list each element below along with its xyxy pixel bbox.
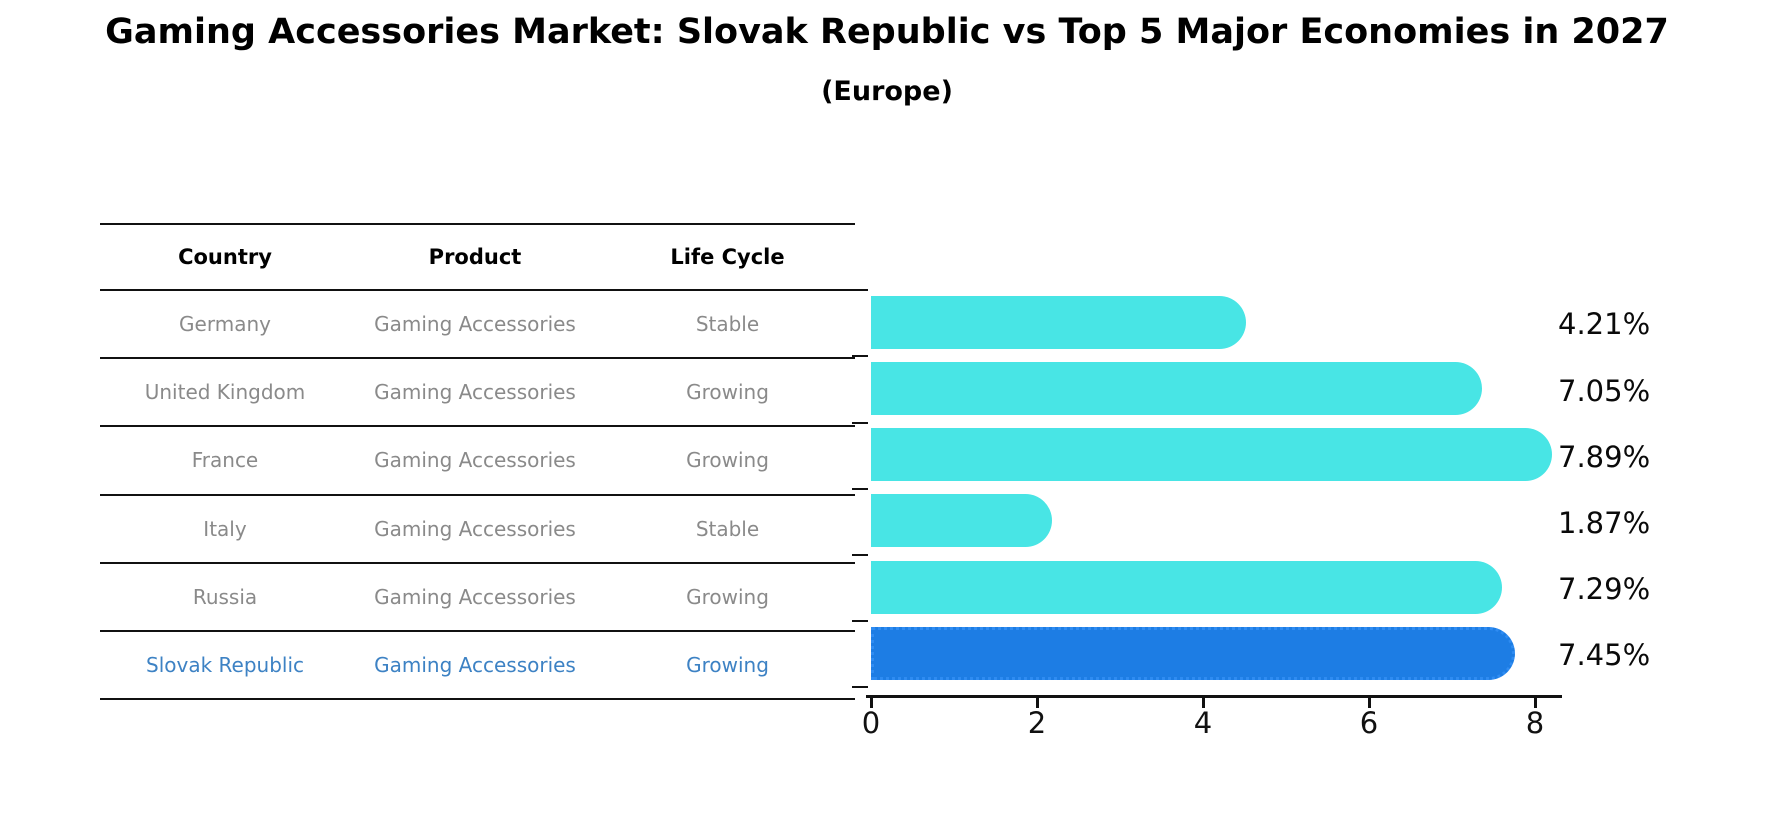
table-row: United Kingdom Gaming Accessories Growin… — [100, 357, 855, 425]
table-cell-life-cycle: Growing — [686, 448, 769, 473]
bar — [871, 362, 1483, 415]
column-header-life-cycle: Life Cycle — [670, 245, 785, 269]
table-cell-product: Gaming Accessories — [374, 448, 576, 473]
bar-highlighted — [871, 626, 1516, 680]
table-cell-product: Gaming Accessories — [374, 653, 576, 678]
x-axis-line — [866, 695, 1562, 698]
table-row: Italy Gaming Accessories Stable — [100, 493, 855, 562]
value-label: 7.45% — [1558, 638, 1651, 673]
value-label: 7.05% — [1558, 373, 1651, 408]
market-table: Country Product Life Cycle Germany Gamin… — [100, 223, 855, 701]
column-header-product: Product — [428, 245, 522, 269]
table-cell-life-cycle: Growing — [686, 380, 769, 405]
table-cell-product: Gaming Accessories — [374, 584, 576, 609]
bar — [871, 295, 1247, 349]
x-axis-tick — [1035, 697, 1039, 708]
table-cell-country: Italy — [203, 516, 247, 541]
x-axis-tick — [1367, 697, 1371, 708]
table-header-row: Country Product Life Cycle — [100, 223, 855, 289]
bar — [871, 560, 1503, 614]
y-axis-tick — [852, 355, 868, 358]
table-cell-country: United Kingdom — [144, 380, 306, 405]
y-axis-tick — [852, 487, 868, 490]
x-axis-tick-label: 2 — [1027, 706, 1047, 740]
bar — [871, 428, 1552, 482]
y-axis-tick — [852, 554, 868, 556]
value-label: 1.87% — [1558, 505, 1651, 540]
table-cell-life-cycle: Growing — [686, 653, 769, 678]
y-axis-tick — [852, 421, 868, 424]
table-cell-country: France — [191, 448, 259, 473]
table-cell-country: Russia — [192, 584, 258, 609]
value-label: 7.89% — [1558, 439, 1651, 474]
table-cell-product: Gaming Accessories — [374, 380, 576, 405]
table-cell-life-cycle: Stable — [695, 516, 760, 541]
value-label: 4.21% — [1558, 307, 1651, 342]
y-axis-tick — [852, 686, 868, 689]
table-cell-country: Slovak Republic — [146, 653, 304, 678]
table-row-highlight: Slovak Republic Gaming Accessories Growi… — [100, 629, 855, 698]
x-axis-tick — [869, 697, 873, 708]
x-axis-tick — [1533, 697, 1537, 708]
table-cell-life-cycle: Stable — [695, 312, 760, 337]
x-axis-tick-label: 6 — [1359, 706, 1379, 740]
column-header-country: Country — [178, 245, 272, 269]
value-label: 7.29% — [1558, 572, 1651, 607]
y-axis-tick — [852, 620, 868, 623]
bar — [871, 494, 1053, 548]
chart-subtitle: (Europe) — [821, 76, 953, 107]
table-cell-life-cycle: Growing — [686, 584, 769, 609]
x-axis-tick-label: 0 — [861, 706, 881, 740]
y-axis-tick — [852, 289, 868, 292]
table-cell-product: Gaming Accessories — [374, 312, 576, 337]
table-cell-country: Germany — [179, 312, 271, 337]
table-cell-product: Gaming Accessories — [374, 516, 576, 541]
table-row: Germany Gaming Accessories Stable — [100, 289, 855, 357]
table-row: Russia Gaming Accessories Growing — [100, 561, 855, 630]
table-row: France Gaming Accessories Growing — [100, 425, 855, 493]
x-axis-tick-label: 8 — [1525, 706, 1545, 740]
x-axis-tick-label: 4 — [1193, 706, 1213, 740]
chart-title: Gaming Accessories Market: Slovak Republ… — [105, 12, 1669, 52]
x-axis-tick — [1201, 697, 1205, 708]
